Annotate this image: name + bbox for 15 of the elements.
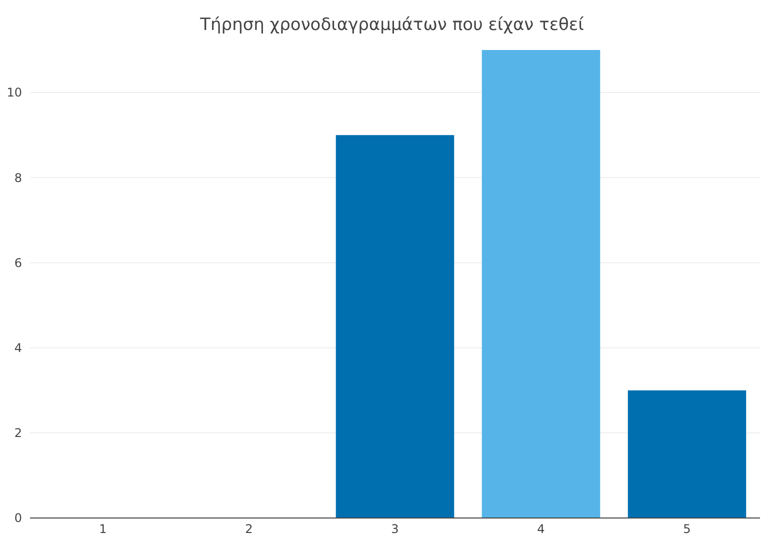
chart-title: Τήρηση χρονοδιαγραμμάτων που είχαν τεθεί [199,15,584,35]
y-tick-label: 0 [14,511,22,526]
y-tick-label: 6 [14,256,22,270]
bar [336,135,454,518]
bar [482,50,600,518]
y-tick-label: 4 [14,341,22,356]
x-tick-label: 2 [245,522,253,536]
x-tick-label: 4 [537,522,545,536]
bar [628,390,746,518]
x-tick-label: 1 [99,522,107,536]
x-tick-label: 3 [391,522,399,536]
y-tick-label: 2 [14,426,22,440]
y-tick-label: 10 [6,86,22,100]
x-tick-label: 5 [683,522,691,536]
y-tick-label: 8 [14,170,22,185]
